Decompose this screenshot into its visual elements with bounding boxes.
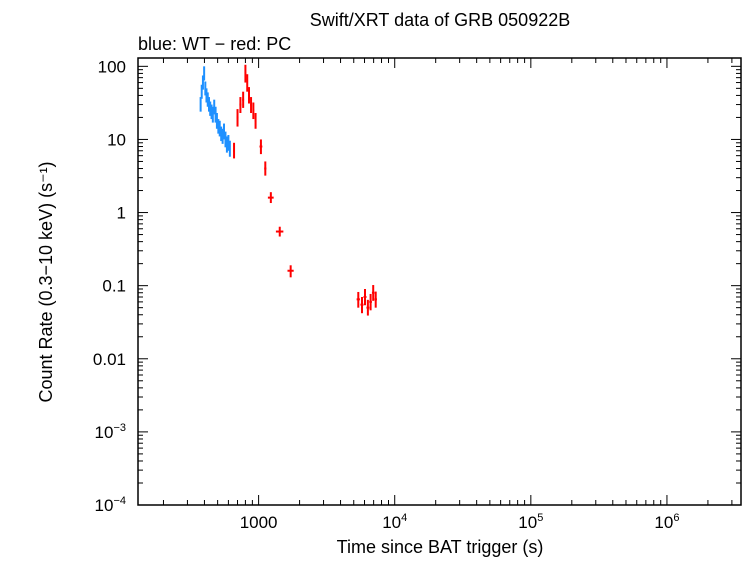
x-tick-label: 104 (382, 512, 407, 532)
data-point (218, 120, 221, 137)
series-pc (233, 64, 377, 316)
data-point (244, 64, 247, 83)
data-point (228, 140, 231, 157)
series-wt (199, 66, 231, 157)
data-point (374, 291, 377, 308)
data-point (242, 91, 245, 108)
y-axis-label: Count Rate (0.3−10 keV) (s⁻¹) (36, 161, 56, 402)
data-point (259, 139, 263, 155)
y-tick-label: 0.01 (93, 350, 126, 369)
data-point (236, 109, 239, 127)
y-tick-label: 10−4 (95, 495, 126, 515)
chart-title: Swift/XRT data of GRB 050922B (310, 10, 570, 30)
axis-tick-labels: 1000 104 105 106 100 10 1 0.1 0.01 10−3 10−4 (93, 57, 680, 532)
y-tick-label: 10 (107, 130, 126, 149)
data-point (227, 135, 230, 151)
data-point (224, 131, 227, 148)
data-points (199, 64, 377, 316)
data-point (267, 192, 274, 204)
data-point (363, 289, 367, 306)
plot-frame (137, 57, 742, 506)
y-tick-label: 0.1 (102, 277, 126, 296)
x-tick-label: 1000 (240, 513, 278, 532)
data-point (356, 291, 360, 308)
data-point (201, 75, 204, 90)
data-point (247, 87, 250, 104)
data-point (287, 265, 294, 278)
data-point (199, 97, 202, 112)
data-point (203, 66, 206, 81)
data-point (252, 102, 255, 120)
x-tick-label: 105 (518, 512, 543, 532)
y-tick-label: 100 (98, 57, 126, 76)
data-point (371, 285, 375, 301)
x-tick-label: 106 (654, 512, 679, 532)
x-axis-label: Time since BAT trigger (s) (337, 537, 544, 557)
y-tick-label: 10−3 (95, 422, 126, 442)
data-point (369, 293, 372, 311)
chart-subtitle: blue: WT − red: PC (138, 34, 291, 54)
data-point (360, 296, 364, 314)
data-point (225, 136, 228, 153)
data-point (275, 226, 284, 237)
axis-ticks (138, 58, 741, 506)
data-point (239, 97, 242, 113)
data-point (200, 84, 203, 99)
data-point (250, 97, 253, 113)
data-point (223, 123, 226, 140)
data-point (366, 299, 370, 316)
y-tick-label: 1 (117, 204, 126, 223)
data-point (215, 112, 218, 129)
data-point (246, 74, 249, 92)
data-point (264, 161, 267, 176)
data-point (254, 112, 257, 129)
data-point (233, 142, 236, 159)
